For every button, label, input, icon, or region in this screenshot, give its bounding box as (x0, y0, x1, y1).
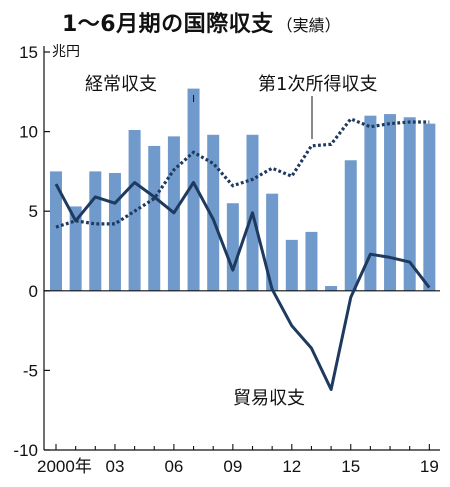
bar-current-account-2002 (89, 171, 102, 291)
label-trade-balance: 貿易収支 (233, 388, 305, 409)
x-tick-label-15: 15 (341, 457, 360, 476)
bar-current-account-2001 (69, 206, 82, 291)
x-tick-label-09: 09 (223, 457, 242, 476)
bar-current-account-2012 (285, 239, 298, 291)
bar-current-account-2005 (148, 145, 161, 291)
label-current-account: 経常収支 (85, 74, 157, 95)
chart-title-main: 1～6月期の国際収支 (62, 12, 274, 37)
bar-current-account-2014 (325, 286, 338, 291)
y-tick-label-10: 10 (19, 123, 38, 142)
bar-current-account-2018 (403, 117, 416, 291)
primary-income-line (55, 116, 430, 229)
label-primary-income: 第1次所得収支 (258, 74, 377, 95)
bar-current-account-2007 (187, 88, 200, 291)
chart-title: 1～6月期の国際収支 （実績） (62, 6, 341, 37)
x-tick-label-19: 19 (420, 457, 439, 476)
current-account-bars (50, 88, 436, 291)
bar-current-account-2019 (423, 123, 436, 291)
bar-current-account-2015 (344, 160, 357, 291)
y-tick-label--10: -10 (13, 441, 38, 460)
x-tick-label-12: 12 (282, 457, 301, 476)
bar-current-account-2017 (384, 114, 397, 291)
y-tick-label-5: 5 (29, 202, 38, 221)
bar-current-account-2008 (207, 134, 220, 291)
chart-subtitle: （実績） (276, 16, 341, 35)
y-tick-label-15: 15 (19, 43, 38, 62)
trade-balance-line (54, 181, 431, 391)
y-tick-label--5: -5 (23, 361, 38, 380)
x-tick-label-06: 06 (164, 457, 183, 476)
bar-current-account-2016 (364, 115, 377, 291)
bar-current-account-2011 (266, 193, 279, 291)
bar-current-account-2013 (305, 231, 318, 291)
bar-current-account-2003 (108, 172, 121, 291)
x-tick-label-2000年: 2000年 (37, 457, 92, 476)
y-unit-label: 兆円 (52, 44, 80, 60)
y-tick-label-0: 0 (29, 282, 38, 301)
bar-current-account-2000 (50, 171, 62, 291)
bar-current-account-2009 (226, 203, 239, 291)
x-tick-label-03: 03 (105, 457, 124, 476)
series-lines (54, 116, 431, 391)
